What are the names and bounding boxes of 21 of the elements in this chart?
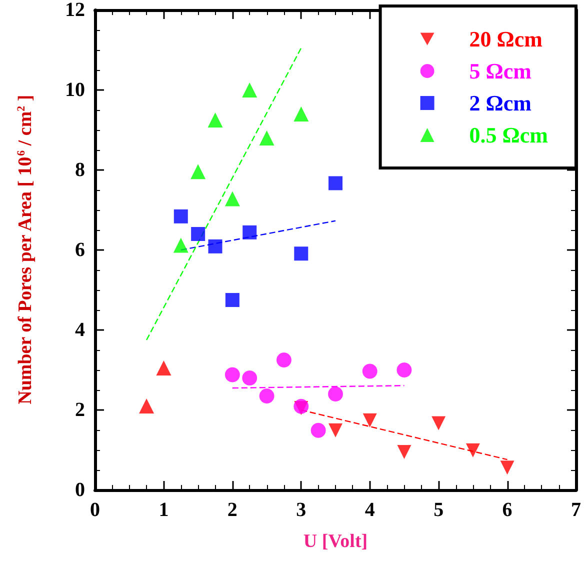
y-tick-label: 12 <box>65 0 85 21</box>
y-tick-label: 0 <box>75 479 85 501</box>
x-tick-label: 4 <box>364 499 375 521</box>
x-tick-label: 1 <box>158 499 169 521</box>
legend-label: 2 Ωcm <box>469 90 532 116</box>
y-tick-label: 4 <box>75 319 85 341</box>
legend-label: 20 Ωcm <box>469 26 543 52</box>
x-tick-label: 6 <box>502 499 512 521</box>
x-tick-label: 7 <box>571 499 581 521</box>
x-tick-label: 0 <box>90 499 100 521</box>
x-tick-label: 3 <box>296 499 306 521</box>
y-axis-title: Number of Pores per Area [ 106 / cm2 ] <box>15 94 36 404</box>
legend-label: 0.5 Ωcm <box>469 122 548 148</box>
x-tick-label: 2 <box>227 499 238 521</box>
legend-label: 5 Ωcm <box>469 58 532 84</box>
x-tick-label: 5 <box>434 499 444 521</box>
y-tick-label: 10 <box>65 79 85 101</box>
x-axis-title: U [Volt] <box>303 531 368 552</box>
y-tick-label: 2 <box>75 399 85 421</box>
y-tick-label: 6 <box>75 239 85 261</box>
y-tick-label: 8 <box>75 159 85 181</box>
